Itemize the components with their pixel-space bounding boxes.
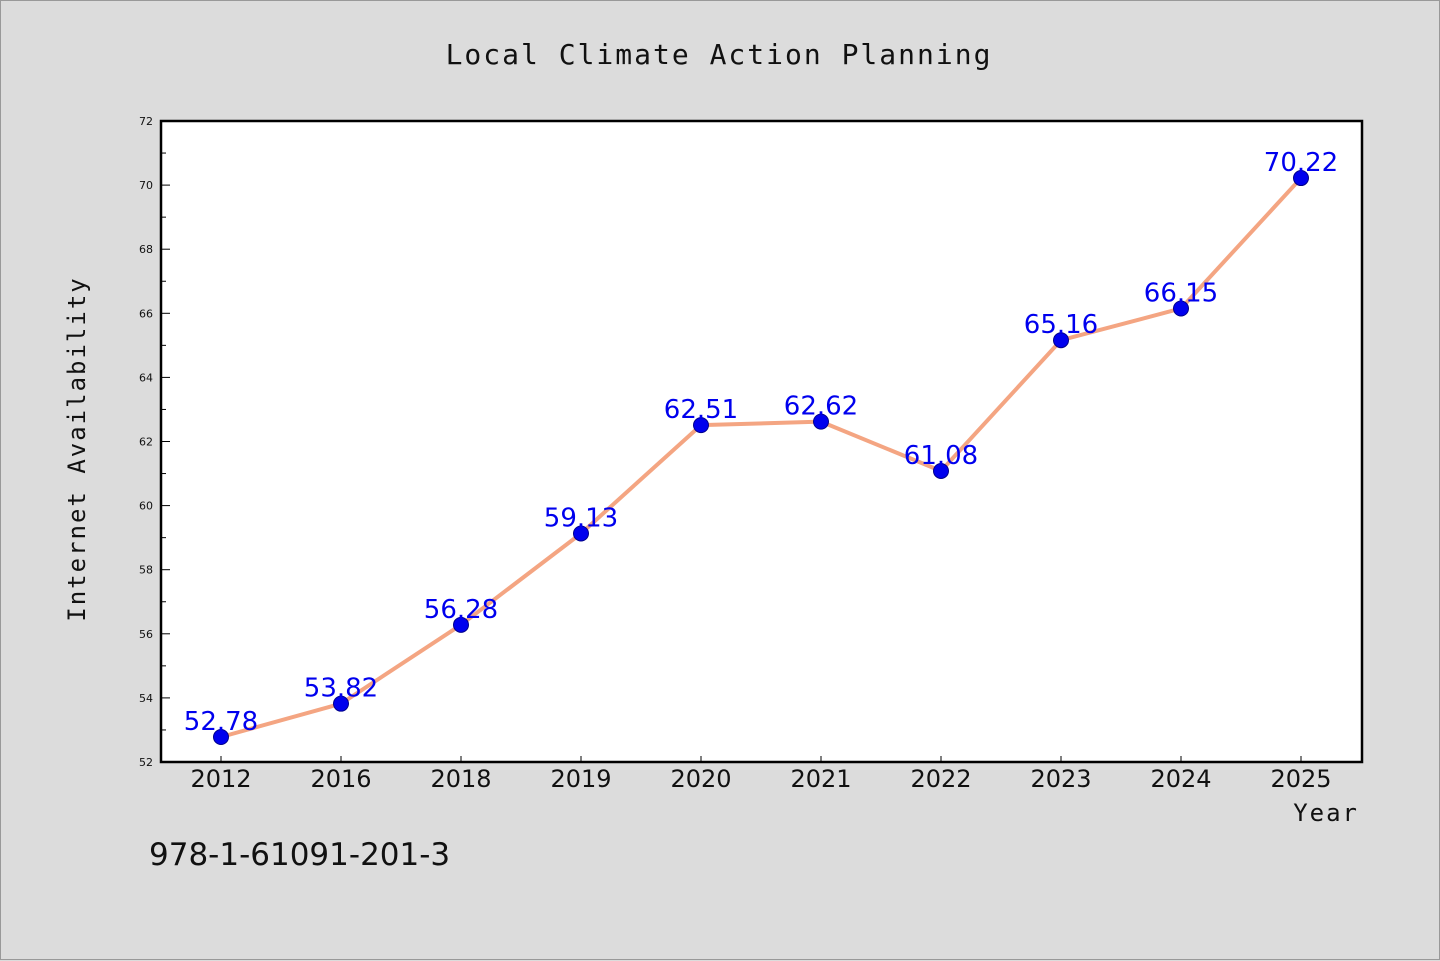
data-point	[333, 695, 349, 712]
y-tick-label: 62	[139, 436, 153, 449]
plot-area	[159, 119, 1364, 764]
data-markers	[213, 170, 1309, 746]
data-point	[1053, 332, 1069, 349]
data-point	[1293, 170, 1309, 187]
data-label: 65.16	[1024, 310, 1098, 340]
x-tick-label: 2021	[790, 765, 851, 793]
x-axis: 2012 2016 2018 2019 2020 2021 2022 2023 2024 2025	[190, 756, 1332, 793]
y-tick-label: 66	[139, 307, 153, 320]
x-tick-label: 2023	[1030, 765, 1091, 793]
data-label: 62.51	[664, 395, 738, 425]
footer-isbn: 978-1-61091-201-3	[149, 837, 450, 873]
y-tick-label: 70	[139, 179, 153, 192]
data-labels: 52.78 53.82 56.28 59.13 62.51 62.62 61.08 65.16…	[184, 148, 1338, 737]
chart-title: Local Climate Action Planning	[446, 38, 993, 71]
y-tick-label: 52	[139, 756, 153, 769]
data-label: 52.78	[184, 707, 258, 737]
y-axis-label: Internet Availability	[63, 276, 91, 621]
data-point	[1173, 300, 1189, 317]
data-label: 61.08	[904, 441, 978, 471]
y-tick-label: 64	[139, 371, 153, 384]
data-label: 59.13	[544, 503, 618, 533]
y-tick-label: 54	[139, 692, 153, 705]
x-tick-label: 2012	[190, 765, 251, 793]
data-label: 56.28	[424, 595, 498, 625]
x-tick-label: 2025	[1270, 765, 1331, 793]
data-point	[813, 413, 829, 430]
y-tick-label: 58	[139, 564, 153, 577]
data-label: 66.15	[1144, 278, 1218, 308]
y-tick-label: 68	[139, 243, 153, 256]
series-line	[219, 176, 1303, 740]
y-tick-label: 72	[139, 115, 153, 128]
x-tick-label: 2016	[310, 765, 371, 793]
data-point	[213, 729, 229, 746]
data-label: 62.62	[784, 392, 858, 422]
x-axis-label: Year	[1293, 799, 1359, 827]
x-tick-label: 2020	[670, 765, 731, 793]
data-label: 70.22	[1264, 148, 1338, 178]
data-point	[573, 525, 589, 542]
y-tick-label: 56	[139, 628, 153, 641]
data-point	[693, 417, 709, 434]
data-label: 53.82	[304, 674, 378, 704]
x-tick-label: 2022	[910, 765, 971, 793]
data-point	[933, 462, 949, 479]
x-tick-label: 2018	[430, 765, 491, 793]
x-tick-label: 2024	[1150, 765, 1211, 793]
x-tick-label: 2019	[550, 765, 611, 793]
data-point	[453, 616, 469, 633]
y-tick-label: 60	[139, 500, 153, 513]
y-axis: 52 54 56 58 60 62 64 66 68 70 72	[139, 115, 170, 769]
